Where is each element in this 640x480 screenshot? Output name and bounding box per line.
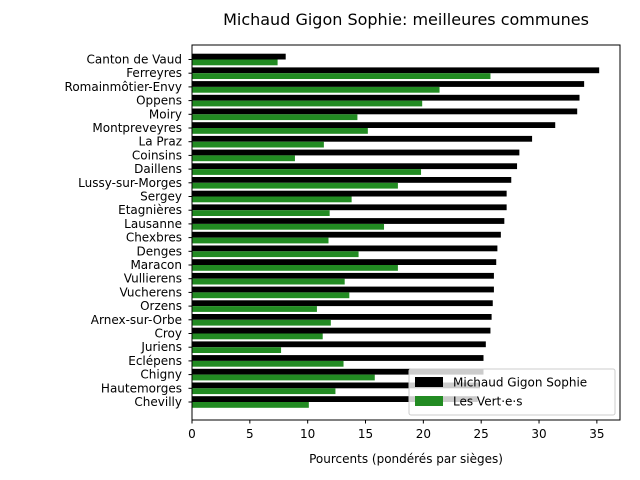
y-tick-label: Moiry	[149, 107, 182, 121]
y-tick-label: La Praz	[139, 135, 182, 149]
bar-candidate	[192, 286, 494, 293]
bar-party	[192, 292, 350, 299]
bar-party	[192, 182, 398, 189]
x-tick-label: 20	[416, 427, 431, 441]
bar-party	[192, 141, 324, 148]
bar-party	[192, 86, 440, 93]
y-tick-label: Hautemorges	[101, 381, 182, 395]
x-axis: 0 5 10 15 20 25 30 35	[188, 420, 605, 441]
y-tick-label: Canton de Vaud	[87, 53, 182, 67]
y-tick-label: Oppens	[136, 94, 182, 108]
bar-candidate	[192, 149, 520, 156]
bar-candidate	[192, 122, 556, 128]
y-tick-label: Chigny	[140, 368, 182, 382]
y-tick-label: Croy	[155, 327, 183, 341]
y-tick-label: Romainmôtier-Envy	[65, 80, 182, 94]
bar-party	[192, 237, 329, 244]
bar-candidate	[192, 218, 505, 224]
bar-party	[192, 319, 331, 326]
y-tick-label: Lausanne	[124, 217, 182, 231]
bar-party	[192, 114, 358, 121]
y-tick-label: Vucherens	[120, 285, 183, 299]
bar-party	[192, 100, 423, 107]
y-tick-label: Vullierens	[124, 272, 182, 286]
chart-title: Michaud Gigon Sophie: meilleures commune…	[223, 10, 589, 29]
x-tick-label: 30	[531, 427, 546, 441]
bar-party	[192, 169, 422, 175]
x-tick-label: 5	[246, 427, 254, 441]
bar-candidate	[192, 135, 533, 142]
bar-candidate	[192, 190, 507, 197]
legend-label: Les Vert·e·s	[453, 395, 523, 409]
legend-swatch	[415, 396, 443, 406]
plot-frame	[191, 44, 621, 421]
bar-candidate	[192, 177, 512, 183]
x-tick-label: 15	[358, 427, 373, 441]
y-tick-label: Chexbres	[126, 231, 182, 245]
bar-candidate	[192, 300, 493, 307]
bar-party	[192, 374, 375, 381]
bar-candidate	[192, 163, 518, 170]
bar-party	[192, 59, 278, 66]
bar-candidate	[192, 108, 578, 115]
legend: Michaud Gigon Sophie Les Vert·e·s	[408, 368, 616, 416]
bar-party	[192, 333, 323, 340]
bar-candidate	[192, 382, 481, 389]
legend-frame	[408, 368, 616, 416]
y-tick-label: Denges	[137, 244, 182, 258]
bar-candidate	[192, 355, 484, 361]
y-axis: Canton de VaudFerreyresRomainmôtier-Envy…	[65, 53, 192, 409]
bar-party	[192, 360, 344, 367]
legend-swatch	[415, 377, 443, 387]
bar-candidate	[192, 259, 497, 265]
bar-party	[192, 347, 282, 353]
bar-party	[192, 223, 385, 230]
bar-candidate	[192, 327, 491, 334]
bar-candidate	[192, 231, 501, 238]
bar-candidate	[192, 272, 494, 279]
bar-party	[192, 128, 368, 134]
x-tick-label: 0	[188, 427, 196, 441]
bar-candidate	[192, 396, 478, 402]
bar-candidate	[192, 81, 585, 87]
y-tick-label: Montpreveyres	[92, 121, 182, 135]
x-tick-label: 10	[300, 427, 315, 441]
bar-candidate	[192, 314, 492, 320]
y-tick-label: Coinsins	[132, 148, 182, 162]
y-tick-label: Arnex-sur-Orbe	[91, 313, 182, 327]
y-tick-label: Sergey	[140, 190, 182, 204]
bar-candidate	[192, 67, 600, 74]
bar-party	[192, 306, 317, 312]
bar-candidate	[192, 53, 286, 60]
y-tick-label: Maracon	[130, 258, 182, 272]
bar-party	[192, 73, 491, 79]
x-axis-label: Pourcents (pondérés par sièges)	[309, 452, 503, 466]
legend-label: Michaud Gigon Sophie	[453, 376, 587, 390]
y-tick-label: Lussy-sur-Morges	[78, 176, 182, 190]
y-tick-label: Etagnières	[118, 203, 182, 217]
bar-candidate	[192, 94, 580, 101]
y-tick-label: Juriens	[140, 340, 182, 354]
bar-party	[192, 265, 398, 271]
x-tick-label: 25	[474, 427, 489, 441]
bar-party	[192, 278, 345, 285]
y-tick-label: Orzens	[140, 299, 182, 313]
bar-party	[192, 196, 352, 203]
bar-party	[192, 210, 330, 216]
bar-party	[192, 155, 295, 162]
bar-party	[192, 402, 309, 408]
y-tick-label: Eclépens	[128, 354, 182, 368]
y-tick-label: Daillens	[134, 162, 182, 176]
x-tick-label: 35	[589, 427, 604, 441]
bar-party	[192, 388, 336, 395]
bar-candidate	[192, 368, 484, 375]
bar-candidate	[192, 204, 507, 211]
bars-layer	[192, 53, 600, 408]
y-tick-label: Ferreyres	[126, 66, 182, 80]
bar-party	[192, 251, 359, 258]
bar-candidate	[192, 341, 486, 348]
y-tick-label: Chevilly	[134, 395, 182, 409]
bar-candidate	[192, 245, 498, 252]
